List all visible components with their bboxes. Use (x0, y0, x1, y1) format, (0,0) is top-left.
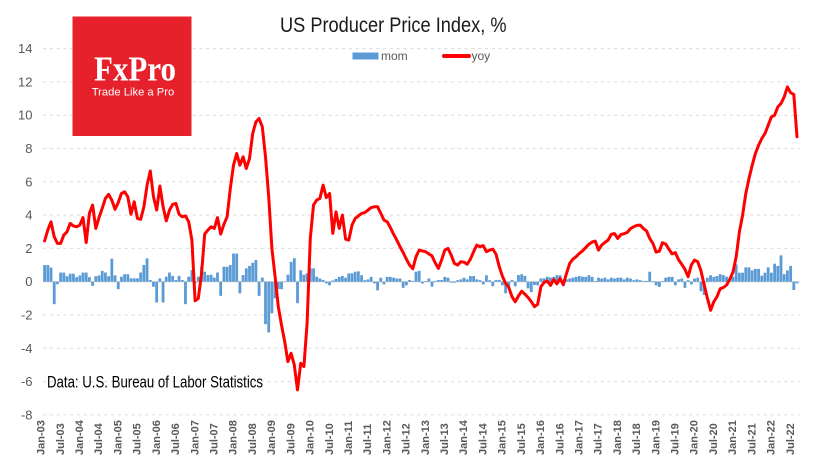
svg-text:Jan-05: Jan-05 (112, 420, 124, 455)
svg-text:Trade Like a Pro: Trade Like a Pro (92, 87, 175, 99)
svg-text:Jan-21: Jan-21 (727, 420, 739, 455)
svg-text:-8: -8 (21, 407, 33, 422)
svg-text:Jul-06: Jul-06 (170, 423, 182, 455)
svg-text:Jul-18: Jul-18 (631, 423, 643, 455)
svg-text:Jul-19: Jul-19 (670, 423, 682, 455)
svg-text:Jan-09: Jan-09 (266, 420, 278, 455)
svg-text:Jul-11: Jul-11 (362, 424, 374, 455)
svg-text:Jul-10: Jul-10 (324, 423, 336, 455)
svg-text:Jul-21: Jul-21 (746, 423, 758, 455)
svg-text:Jul-04: Jul-04 (93, 422, 105, 455)
svg-text:12: 12 (18, 74, 32, 89)
svg-text:Jul-09: Jul-09 (285, 423, 297, 455)
svg-text:Jan-14: Jan-14 (458, 419, 470, 455)
svg-text:Jan-06: Jan-06 (151, 420, 163, 455)
svg-text:Data: U.S. Bureau of Labor Sta: Data: U.S. Bureau of Labor Statistics (47, 374, 263, 392)
svg-text:Jan-03: Jan-03 (36, 420, 48, 455)
svg-text:Jul-14: Jul-14 (477, 422, 489, 455)
svg-text:10: 10 (18, 108, 32, 123)
svg-text:Jul-12: Jul-12 (401, 423, 413, 455)
svg-text:Jan-04: Jan-04 (74, 419, 86, 455)
svg-text:Jan-07: Jan-07 (189, 420, 201, 455)
svg-text:Jan-20: Jan-20 (689, 420, 701, 455)
svg-text:-4: -4 (21, 341, 33, 356)
svg-text:US Producer Price Index, %: US Producer Price Index, % (280, 13, 507, 37)
svg-text:Jan-12: Jan-12 (381, 420, 393, 455)
svg-text:Jul-07: Jul-07 (209, 423, 221, 455)
svg-text:Jul-03: Jul-03 (55, 423, 67, 455)
svg-text:2: 2 (25, 241, 32, 256)
svg-text:Jul-13: Jul-13 (439, 423, 451, 455)
svg-text:Jan-10: Jan-10 (305, 420, 317, 455)
svg-text:Jan-22: Jan-22 (766, 420, 778, 455)
svg-text:6: 6 (25, 174, 32, 189)
svg-text:0: 0 (25, 274, 32, 289)
svg-text:Jan-18: Jan-18 (612, 420, 624, 455)
svg-text:Jul-15: Jul-15 (516, 423, 528, 455)
svg-text:-6: -6 (21, 374, 33, 389)
svg-text:FxPro: FxPro (94, 49, 176, 88)
svg-text:Jan-16: Jan-16 (535, 420, 547, 455)
svg-text:Jan-17: Jan-17 (574, 420, 586, 455)
svg-text:yoy: yoy (472, 49, 491, 63)
svg-text:mom: mom (381, 49, 408, 63)
svg-text:Jul-08: Jul-08 (247, 423, 259, 455)
svg-text:4: 4 (25, 208, 32, 223)
svg-text:-2: -2 (21, 308, 33, 323)
svg-text:Jul-20: Jul-20 (708, 423, 720, 455)
svg-text:Jan-15: Jan-15 (497, 420, 509, 455)
svg-text:Jan-19: Jan-19 (650, 420, 662, 455)
svg-text:Jul-05: Jul-05 (132, 423, 144, 455)
svg-text:Jul-22: Jul-22 (785, 423, 797, 455)
svg-text:Jul-16: Jul-16 (554, 423, 566, 455)
svg-text:Jan-13: Jan-13 (420, 420, 432, 455)
svg-text:Jul-17: Jul-17 (593, 423, 605, 455)
svg-text:Jan-08: Jan-08 (228, 420, 240, 455)
svg-text:Jan-11: Jan-11 (343, 421, 355, 455)
svg-text:8: 8 (25, 141, 32, 156)
svg-text:14: 14 (18, 41, 32, 56)
